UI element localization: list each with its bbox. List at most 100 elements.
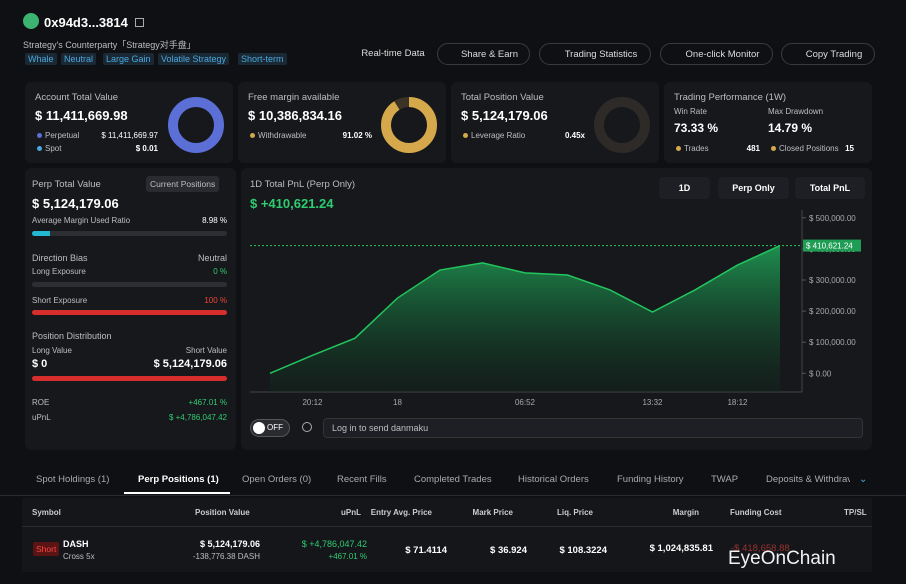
dot (463, 133, 468, 138)
value: 0 % (213, 267, 227, 276)
column-header: Entry Avg. Price (370, 508, 432, 517)
danmaku-input[interactable]: Log in to send danmaku (323, 418, 863, 438)
perp-panel (25, 168, 236, 450)
x-tick-label: 13:32 (642, 398, 663, 407)
distribution-bar (32, 376, 227, 381)
value-label: $ 410,621.24 (806, 242, 853, 251)
tab[interactable]: Recent Fills (337, 474, 387, 485)
label: Long Value (32, 346, 72, 355)
cell: $ 36.924 (490, 545, 527, 556)
value: $ 5,124,179.06 (153, 358, 227, 370)
label: Trades (684, 144, 709, 153)
column-header: Symbol (32, 508, 61, 517)
tab[interactable]: Completed Trades (414, 474, 492, 485)
value: 91.02 % (342, 131, 372, 140)
cell: $ 1,024,835.81 (649, 543, 713, 554)
x-tick-label: 06:52 (515, 398, 536, 407)
tag: Whale (25, 53, 57, 65)
chevron[interactable]: ⌄ (859, 474, 868, 485)
margin-bar (32, 231, 50, 236)
header-button[interactable]: Trading Statistics (539, 43, 651, 65)
table (22, 498, 872, 572)
label: Average Margin Used Ratio (32, 216, 131, 225)
y-tick-label: $ 300,000.00 (809, 276, 856, 285)
header-button[interactable]: Real-time Data (361, 48, 425, 59)
header-button[interactable]: Share & Earn (437, 43, 530, 65)
copy-icon[interactable] (135, 18, 144, 27)
tab[interactable]: Deposits & Withdrav (766, 474, 850, 485)
dot (37, 146, 42, 151)
x-tick-label: 18 (393, 398, 402, 407)
label: Perpetual (45, 131, 80, 140)
label: Max Drawdown (768, 107, 824, 116)
column-header: Funding Cost (730, 508, 782, 517)
label: Win Rate (674, 107, 707, 116)
donut (168, 97, 224, 153)
value: 100 % (204, 296, 227, 305)
tag: Short-term (238, 53, 287, 65)
column-header: Position Value (195, 508, 250, 517)
settings-icon[interactable] (302, 422, 312, 432)
short-bar (32, 310, 227, 315)
cell: $ 108.3224 (559, 545, 607, 556)
pnl-line (269, 244, 781, 375)
avatar (23, 13, 39, 29)
value: 481 (746, 144, 760, 153)
header-button[interactable]: Copy Trading (781, 43, 875, 65)
chart-dropdown[interactable]: Total PnL (795, 177, 865, 199)
header-button[interactable]: One-click Monitor (660, 43, 773, 65)
mode: Cross 5x (63, 552, 95, 561)
bar-track (32, 231, 227, 236)
toggle-label: OFF (267, 423, 283, 432)
card-value: $ 5,124,179.06 (461, 108, 548, 123)
symbol: DASH (63, 539, 89, 549)
card-title: Account Total Value (35, 92, 119, 103)
dot (676, 146, 681, 151)
label: Direction Bias (32, 253, 88, 263)
chart-title: 1D Total PnL (Perp Only) (250, 179, 356, 190)
tab[interactable]: Spot Holdings (1) (36, 474, 110, 485)
value: 73.33 % (674, 121, 719, 135)
current-positions-button[interactable]: Current Positions (146, 176, 220, 192)
cell: +467.01 % (328, 552, 367, 561)
value: 8.98 % (202, 216, 227, 225)
chart-dropdown[interactable]: Perp Only (718, 177, 789, 199)
label: Spot (45, 144, 62, 153)
label: ROE (32, 398, 50, 407)
card-value: $ 11,411,669.98 (35, 108, 128, 123)
tab[interactable]: Historical Orders (518, 474, 589, 485)
tag: Volatile Strategy (158, 53, 230, 65)
x-tick-label: 20:12 (302, 398, 323, 407)
y-tick-label: $ 0.00 (809, 369, 832, 378)
tab[interactable]: Perp Positions (1) (138, 474, 219, 485)
column-header: uPnL (341, 508, 361, 517)
value: $ 0 (32, 358, 48, 370)
address: 0x94d3...3814 (44, 15, 128, 30)
pnl-chart: $ 0.00 $ 100,000.00 $ 200,000.00 $ 300,000.… (250, 210, 861, 407)
bar-track (32, 282, 227, 287)
label: Withdrawable (258, 131, 307, 140)
divider (0, 495, 906, 496)
card-title: Total Position Value (461, 92, 544, 103)
danmaku-toggle[interactable]: OFF (250, 419, 290, 437)
value: Neutral (197, 253, 227, 263)
dot (37, 133, 42, 138)
chart-dropdown[interactable]: 1D (659, 177, 710, 199)
value-label-bg (803, 239, 861, 252)
donut-arc (168, 97, 224, 153)
tab[interactable]: TWAP (711, 474, 739, 485)
label: Leverage Ratio (471, 131, 526, 140)
chart-headline: $ +410,621.24 (250, 196, 334, 211)
column-header: Liq. Price (556, 508, 593, 517)
x-tick-label: 18:12 (727, 398, 748, 407)
value: 14.79 % (768, 121, 813, 135)
card-value: $ 10,386,834.16 (248, 108, 342, 123)
value: 15 (845, 144, 854, 153)
y-tick-label: $ 500,000.00 (809, 214, 856, 223)
tab[interactable]: Open Orders (0) (242, 474, 312, 485)
tab[interactable]: Funding History (617, 474, 684, 485)
value: $ 5,124,179.06 (32, 196, 119, 211)
label: Perp Total Value (32, 179, 101, 190)
donut-arc (381, 97, 437, 153)
